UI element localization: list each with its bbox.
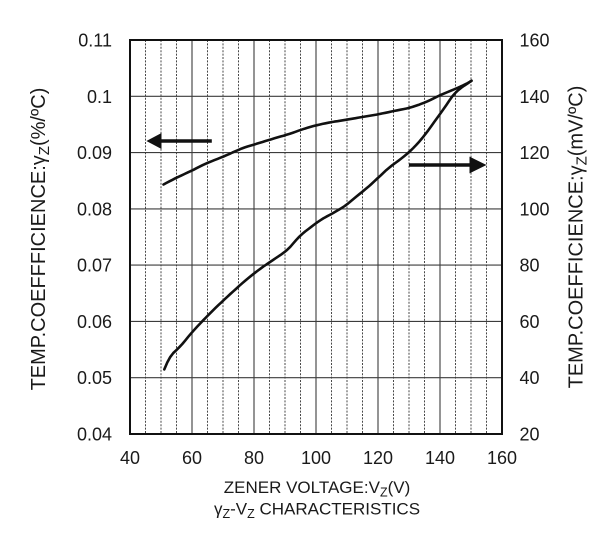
svg-text:0.1: 0.1 xyxy=(87,87,112,107)
svg-text:40: 40 xyxy=(520,368,540,388)
svg-text:20: 20 xyxy=(520,425,540,445)
svg-text:120: 120 xyxy=(363,448,393,468)
svg-text:160: 160 xyxy=(520,31,550,51)
svg-text:0.05: 0.05 xyxy=(77,368,112,388)
svg-text:0.07: 0.07 xyxy=(77,256,112,276)
svg-text:80: 80 xyxy=(244,448,264,468)
svg-text:TEMP.COEFFICIENCE:γZ(mV/ºC): TEMP.COEFFICIENCE:γZ(mV/ºC) xyxy=(566,86,591,389)
svg-text:ZENER VOLTAGE:VZ(V): ZENER VOLTAGE:VZ(V) xyxy=(224,478,411,500)
svg-text:0.09: 0.09 xyxy=(77,143,112,163)
svg-text:60: 60 xyxy=(182,448,202,468)
svg-text:120: 120 xyxy=(520,143,550,163)
svg-text:0.04: 0.04 xyxy=(77,425,112,445)
svg-text:γZ-VZ CHARACTERISTICS: γZ-VZ CHARACTERISTICS xyxy=(214,500,420,522)
svg-text:140: 140 xyxy=(425,448,455,468)
svg-text:100: 100 xyxy=(301,448,331,468)
svg-text:40: 40 xyxy=(120,448,140,468)
svg-text:80: 80 xyxy=(520,256,540,276)
svg-text:0.11: 0.11 xyxy=(78,31,112,51)
svg-text:TEMP.COEFFFICIENCE:γZ(%/ºC): TEMP.COEFFFICIENCE:γZ(%/ºC) xyxy=(28,88,53,391)
svg-text:140: 140 xyxy=(520,87,550,107)
svg-text:100: 100 xyxy=(520,199,550,219)
svg-text:60: 60 xyxy=(520,312,540,332)
svg-text:160: 160 xyxy=(487,448,517,468)
svg-text:0.08: 0.08 xyxy=(77,199,112,219)
svg-text:0.06: 0.06 xyxy=(77,312,112,332)
